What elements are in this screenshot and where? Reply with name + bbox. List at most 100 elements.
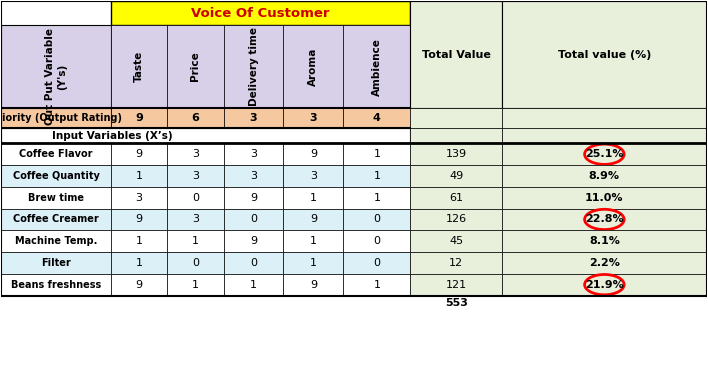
Text: 3: 3 bbox=[135, 193, 142, 203]
Bar bbox=[283, 143, 343, 165]
Bar bbox=[283, 165, 343, 187]
Text: 22.8%: 22.8% bbox=[585, 215, 624, 224]
Bar bbox=[1, 128, 411, 143]
Text: 9: 9 bbox=[135, 280, 142, 290]
Bar bbox=[411, 252, 502, 274]
Text: 1: 1 bbox=[310, 193, 317, 203]
Bar bbox=[167, 25, 224, 108]
Bar bbox=[1, 274, 110, 296]
Bar bbox=[1, 165, 110, 187]
Text: 0: 0 bbox=[250, 215, 257, 224]
Bar bbox=[224, 274, 283, 296]
Bar bbox=[224, 25, 283, 108]
Text: Input Variables (X’s): Input Variables (X’s) bbox=[52, 131, 173, 141]
Text: Taste: Taste bbox=[134, 51, 144, 82]
Text: 12: 12 bbox=[449, 258, 463, 268]
Text: 1: 1 bbox=[192, 280, 199, 290]
Bar bbox=[502, 252, 707, 274]
Text: 9: 9 bbox=[310, 215, 317, 224]
Bar bbox=[224, 187, 283, 208]
Bar bbox=[343, 25, 411, 108]
Text: 1: 1 bbox=[373, 171, 380, 181]
Text: 139: 139 bbox=[446, 149, 467, 159]
Bar bbox=[224, 252, 283, 274]
Text: 3: 3 bbox=[309, 113, 317, 123]
Bar bbox=[1, 230, 110, 252]
Text: 9: 9 bbox=[310, 280, 317, 290]
Text: 0: 0 bbox=[373, 236, 380, 246]
Bar bbox=[283, 274, 343, 296]
Bar bbox=[411, 187, 502, 208]
Bar bbox=[110, 230, 167, 252]
Text: 61: 61 bbox=[450, 193, 463, 203]
Bar bbox=[411, 230, 502, 252]
Bar bbox=[283, 252, 343, 274]
Bar bbox=[110, 274, 167, 296]
Text: Ambience: Ambience bbox=[372, 38, 382, 96]
Text: 1: 1 bbox=[135, 258, 142, 268]
Bar bbox=[502, 143, 707, 165]
Bar bbox=[110, 1, 411, 25]
Bar bbox=[502, 165, 707, 187]
Bar bbox=[343, 208, 411, 230]
Text: 2.2%: 2.2% bbox=[589, 258, 620, 268]
Text: 25.1%: 25.1% bbox=[585, 149, 624, 159]
Text: 1: 1 bbox=[192, 236, 199, 246]
Text: 3: 3 bbox=[250, 113, 257, 123]
Text: Aroma: Aroma bbox=[309, 47, 319, 86]
Text: 3: 3 bbox=[192, 149, 199, 159]
Bar bbox=[502, 1, 707, 108]
Bar bbox=[1, 187, 110, 208]
Text: 0: 0 bbox=[373, 258, 380, 268]
Bar bbox=[411, 143, 502, 165]
Bar bbox=[502, 187, 707, 208]
Bar bbox=[167, 230, 224, 252]
Text: 9: 9 bbox=[135, 149, 142, 159]
Bar bbox=[110, 165, 167, 187]
Bar bbox=[110, 208, 167, 230]
Bar bbox=[502, 108, 707, 128]
Text: Total Value: Total Value bbox=[422, 50, 491, 60]
Bar bbox=[343, 143, 411, 165]
Bar bbox=[411, 165, 502, 187]
Text: 49: 49 bbox=[449, 171, 463, 181]
Bar bbox=[343, 252, 411, 274]
Text: 0: 0 bbox=[192, 193, 199, 203]
Text: Coffee Creamer: Coffee Creamer bbox=[13, 215, 99, 224]
Bar bbox=[283, 208, 343, 230]
Text: 9: 9 bbox=[250, 193, 257, 203]
Bar bbox=[167, 165, 224, 187]
Text: 3: 3 bbox=[250, 149, 257, 159]
Bar bbox=[167, 208, 224, 230]
Bar bbox=[167, 274, 224, 296]
Text: Delivery time: Delivery time bbox=[249, 27, 258, 106]
Text: 11.0%: 11.0% bbox=[585, 193, 624, 203]
Bar bbox=[411, 128, 502, 143]
Text: 45: 45 bbox=[449, 236, 463, 246]
Text: Total value (%): Total value (%) bbox=[558, 50, 651, 60]
Bar bbox=[411, 108, 502, 128]
Text: Out Put Variable
(Y's): Out Put Variable (Y's) bbox=[45, 28, 67, 125]
Text: 1: 1 bbox=[135, 171, 142, 181]
Text: 3: 3 bbox=[192, 215, 199, 224]
Bar bbox=[411, 274, 502, 296]
Text: 8.1%: 8.1% bbox=[589, 236, 620, 246]
Text: 1: 1 bbox=[310, 236, 317, 246]
Bar bbox=[1, 25, 110, 128]
Text: 9: 9 bbox=[135, 113, 143, 123]
Bar bbox=[167, 252, 224, 274]
Bar bbox=[343, 230, 411, 252]
Text: 8.9%: 8.9% bbox=[589, 171, 620, 181]
Text: Machine Temp.: Machine Temp. bbox=[15, 236, 97, 246]
Text: 121: 121 bbox=[446, 280, 467, 290]
Bar bbox=[1, 208, 110, 230]
Text: 553: 553 bbox=[445, 299, 468, 308]
Text: Price: Price bbox=[190, 52, 200, 81]
Text: 9: 9 bbox=[310, 149, 317, 159]
Text: Brew time: Brew time bbox=[28, 193, 84, 203]
Bar bbox=[167, 187, 224, 208]
Text: 1: 1 bbox=[135, 236, 142, 246]
Text: Coffee Quantity: Coffee Quantity bbox=[13, 171, 100, 181]
Text: 6: 6 bbox=[191, 113, 199, 123]
Bar bbox=[502, 230, 707, 252]
